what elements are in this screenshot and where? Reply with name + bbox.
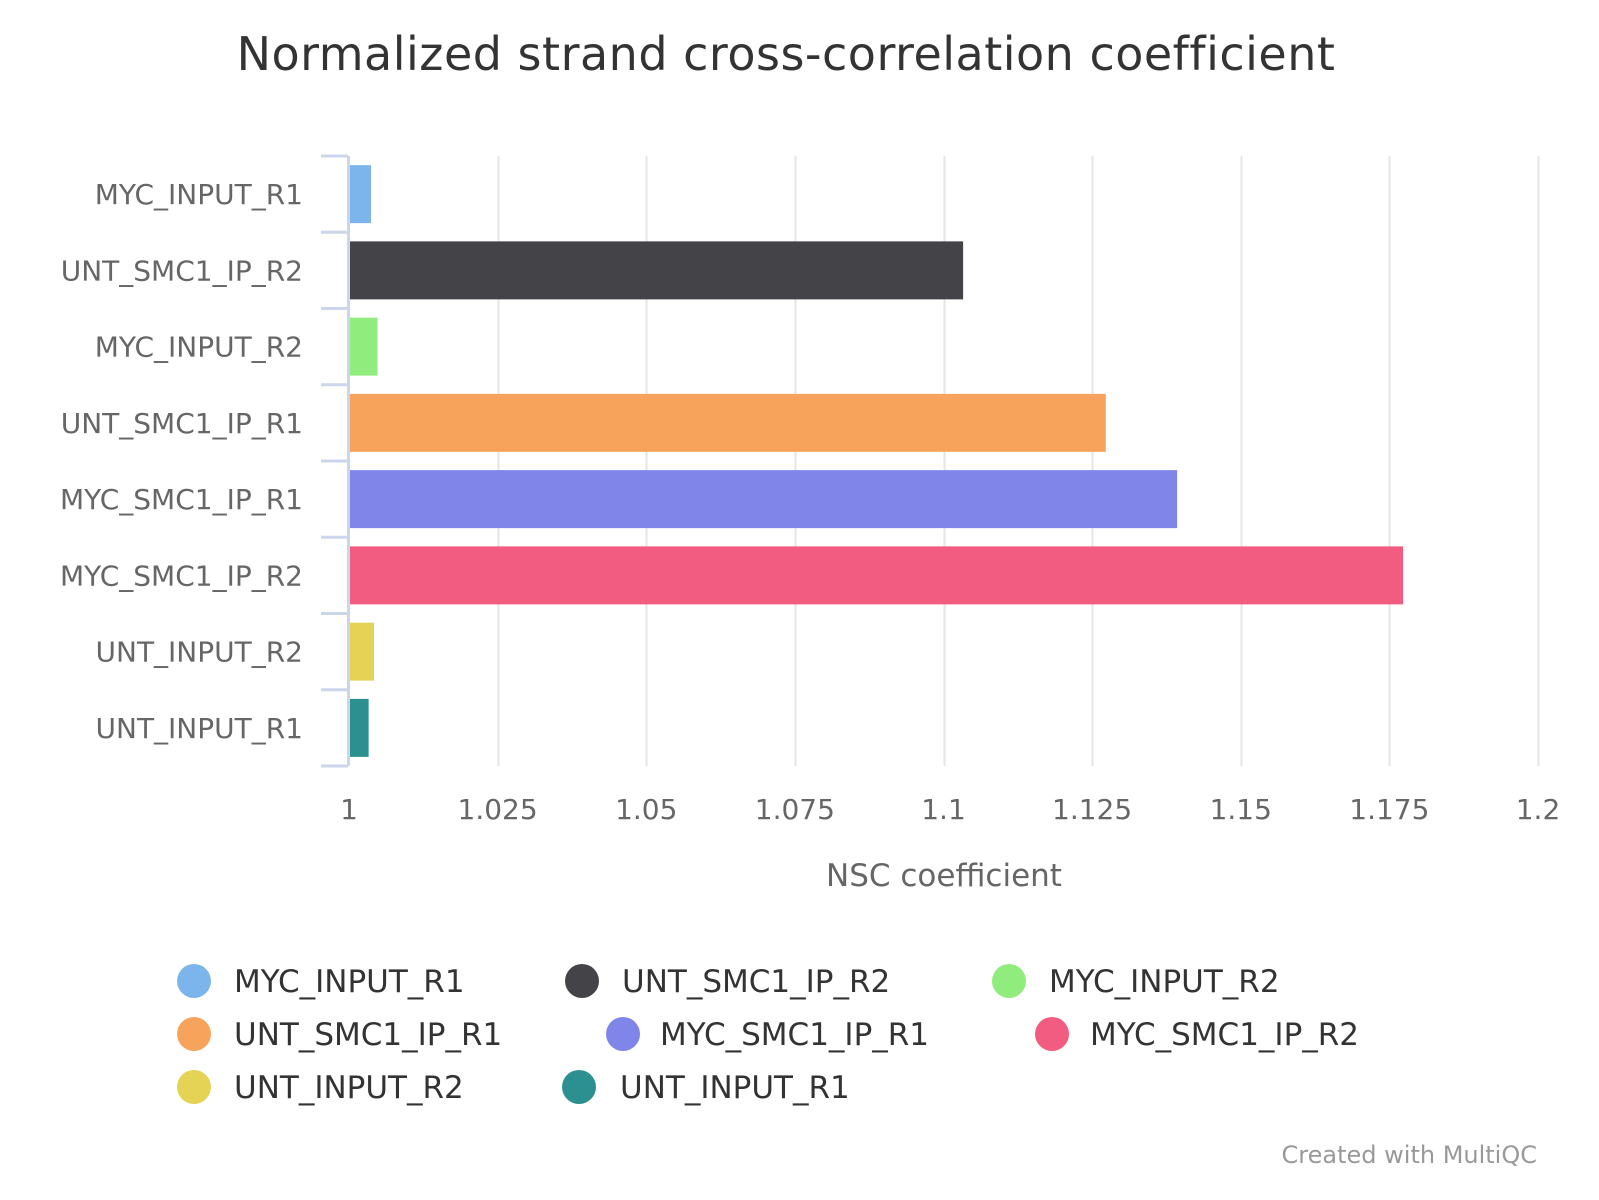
bars xyxy=(350,165,1404,757)
category-labels: MYC_INPUT_R1 UNT_SMC1_IP_R2 MYC_INPUT_R2 UN… xyxy=(60,178,303,745)
category-label: MYC_SMC1_IP_R1 xyxy=(60,483,303,516)
chart-title: Normalized strand cross-correlation coef… xyxy=(237,27,1336,81)
x-tick-label: 1.075 xyxy=(755,793,835,826)
y-axis xyxy=(321,154,350,768)
x-tick-label: 1.15 xyxy=(1210,793,1272,826)
legend-marker xyxy=(565,964,599,998)
legend-marker xyxy=(177,1017,211,1051)
legend-label: MYC_INPUT_R2 xyxy=(1049,964,1280,1000)
bar-myc-input-r1[interactable] xyxy=(350,165,371,224)
legend-label: UNT_INPUT_R1 xyxy=(620,1070,850,1106)
x-axis-title: NSC coefficient xyxy=(826,858,1062,894)
legend-label: MYC_SMC1_IP_R2 xyxy=(1090,1017,1359,1053)
legend-label: MYC_INPUT_R1 xyxy=(234,964,465,1000)
legend-marker xyxy=(177,1070,211,1104)
category-label: MYC_SMC1_IP_R2 xyxy=(60,559,303,592)
bar-myc-input-r2[interactable] xyxy=(350,317,378,376)
category-label: UNT_INPUT_R2 xyxy=(96,636,304,669)
category-label: MYC_INPUT_R1 xyxy=(95,178,303,211)
legend-item-myc-input-r1[interactable]: MYC_INPUT_R1 xyxy=(177,964,465,1000)
legend-marker xyxy=(562,1070,596,1104)
legend-marker xyxy=(1035,1017,1069,1051)
legend-item-unt-smc1-ip-r2[interactable]: UNT_SMC1_IP_R2 xyxy=(565,964,890,1000)
legend-item-unt-input-r2[interactable]: UNT_INPUT_R2 xyxy=(177,1070,464,1106)
legend: MYC_INPUT_R1 UNT_SMC1_IP_R2 MYC_INPUT_R2 UN… xyxy=(177,964,1359,1106)
x-tick-label: 1 xyxy=(340,793,358,826)
credit-text[interactable]: Created with MultiQC xyxy=(1282,1141,1537,1169)
bar-myc-smc1-ip-r2[interactable] xyxy=(350,546,1404,605)
legend-label: UNT_SMC1_IP_R2 xyxy=(622,964,890,1000)
x-tick-label: 1.175 xyxy=(1349,793,1429,826)
legend-label: MYC_SMC1_IP_R1 xyxy=(660,1017,929,1053)
bar-myc-smc1-ip-r1[interactable] xyxy=(350,470,1178,529)
legend-label: UNT_SMC1_IP_R1 xyxy=(234,1017,502,1053)
x-tick-label: 1.05 xyxy=(615,793,677,826)
category-label: UNT_INPUT_R1 xyxy=(96,712,304,745)
legend-marker xyxy=(606,1017,640,1051)
bar-unt-input-r1[interactable] xyxy=(350,698,369,757)
legend-item-unt-smc1-ip-r1[interactable]: UNT_SMC1_IP_R1 xyxy=(177,1017,502,1053)
legend-label: UNT_INPUT_R2 xyxy=(234,1070,464,1106)
legend-marker xyxy=(992,964,1026,998)
legend-item-myc-smc1-ip-r2[interactable]: MYC_SMC1_IP_R2 xyxy=(1035,1017,1359,1053)
category-label: UNT_SMC1_IP_R2 xyxy=(61,254,303,287)
x-axis-tick-labels: 1 1.025 1.05 1.075 1.1 1.125 1.15 1.175 1.2 xyxy=(340,793,1560,826)
bar-unt-input-r2[interactable] xyxy=(350,622,374,681)
x-tick-label: 1.1 xyxy=(921,793,966,826)
x-tick-label: 1.2 xyxy=(1516,793,1561,826)
legend-marker xyxy=(177,964,211,998)
legend-item-myc-input-r2[interactable]: MYC_INPUT_R2 xyxy=(992,964,1280,1000)
legend-item-unt-input-r1[interactable]: UNT_INPUT_R1 xyxy=(562,1070,850,1106)
x-tick-label: 1.125 xyxy=(1052,793,1132,826)
category-label: MYC_INPUT_R2 xyxy=(95,331,303,364)
category-label: UNT_SMC1_IP_R1 xyxy=(61,407,303,440)
bar-unt-smc1-ip-r2[interactable] xyxy=(350,241,964,300)
legend-item-myc-smc1-ip-r1[interactable]: MYC_SMC1_IP_R1 xyxy=(606,1017,929,1053)
x-tick-label: 1.025 xyxy=(458,793,538,826)
bar-unt-smc1-ip-r1[interactable] xyxy=(350,393,1106,452)
